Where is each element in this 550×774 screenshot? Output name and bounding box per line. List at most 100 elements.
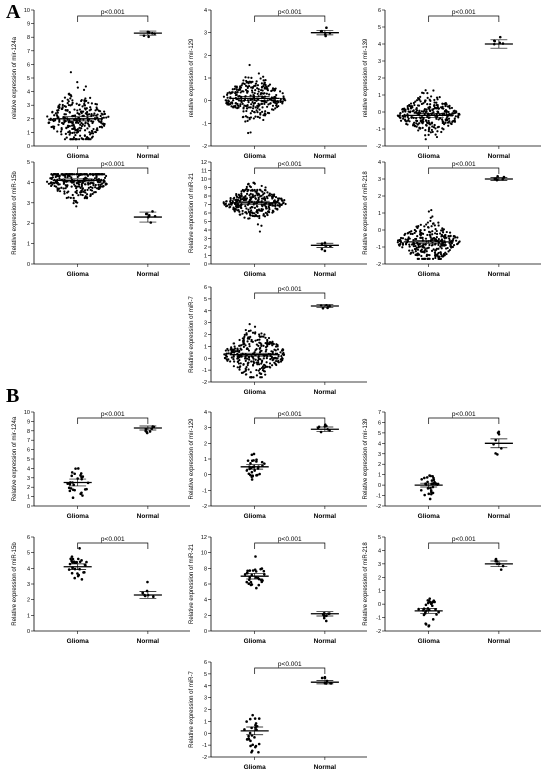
- data-point: [281, 357, 284, 360]
- data-point: [232, 349, 235, 352]
- y-tick-label: 9: [27, 22, 30, 28]
- data-point: [258, 214, 261, 218]
- data-point: [257, 102, 260, 105]
- data-point: [419, 249, 422, 252]
- y-tick-label: 2: [378, 76, 381, 82]
- data-point: [277, 355, 280, 358]
- data-point: [233, 105, 237, 108]
- data-point: [255, 458, 258, 461]
- data-point: [255, 473, 259, 477]
- y-tick-label: 2: [378, 462, 381, 468]
- data-point: [266, 365, 269, 368]
- data-point: [264, 186, 267, 189]
- data-point: [404, 238, 407, 241]
- data-point: [418, 126, 421, 129]
- data-point: [253, 351, 256, 354]
- y-tick-label: 3: [27, 103, 30, 109]
- data-point: [240, 344, 243, 347]
- data-point: [254, 106, 257, 109]
- data-point: [268, 342, 271, 346]
- data-point: [92, 114, 95, 117]
- data-point: [96, 127, 99, 130]
- data-point: [435, 229, 438, 233]
- data-point: [245, 207, 248, 210]
- data-point: [229, 200, 232, 203]
- data-point: [147, 35, 150, 39]
- data-point: [54, 119, 57, 122]
- data-point: [414, 250, 417, 253]
- data-point: [264, 110, 267, 113]
- data-point: [241, 102, 244, 105]
- data-point: [420, 102, 423, 106]
- data-point: [272, 194, 275, 197]
- data-point: [66, 98, 69, 101]
- data-point: [73, 114, 77, 117]
- data-point: [63, 104, 66, 108]
- p-value-label: p<0.001: [452, 536, 476, 543]
- data-point: [441, 121, 444, 125]
- data-point: [91, 121, 94, 125]
- data-point: [87, 101, 90, 104]
- y-tick-label: -1: [202, 368, 207, 374]
- data-point: [440, 130, 443, 134]
- significance-bracket: [254, 167, 326, 174]
- y-tick-label: -1: [202, 743, 207, 749]
- data-point: [419, 100, 422, 103]
- data-point: [50, 181, 53, 184]
- data-point: [88, 133, 92, 136]
- data-point: [247, 188, 250, 192]
- data-point: [236, 360, 240, 363]
- data-point: [411, 249, 414, 252]
- data-point: [76, 81, 79, 84]
- data-point: [67, 568, 71, 571]
- data-point: [237, 106, 240, 109]
- data-point: [231, 88, 234, 91]
- data-point: [239, 204, 242, 207]
- data-point: [448, 107, 451, 110]
- data-point: [250, 360, 253, 363]
- significance-bracket: [77, 542, 149, 549]
- data-point: [258, 472, 261, 476]
- data-point: [232, 99, 235, 102]
- y-tick-label: 6: [378, 420, 381, 426]
- data-point: [92, 184, 95, 187]
- data-point: [284, 202, 287, 206]
- data-point: [273, 95, 276, 99]
- data-point: [53, 114, 56, 117]
- data-point: [225, 355, 229, 358]
- data-point: [81, 105, 84, 108]
- data-point: [75, 173, 79, 176]
- data-point: [274, 107, 277, 110]
- data-point: [419, 236, 422, 239]
- data-point: [276, 208, 279, 211]
- y-tick-label: 0: [204, 473, 207, 479]
- data-point: [268, 192, 271, 195]
- data-point: [251, 340, 254, 343]
- data-point: [84, 191, 87, 194]
- data-point: [84, 195, 87, 198]
- y-tick-label: 0: [27, 504, 30, 510]
- data-point: [56, 115, 59, 118]
- p-value-label: p<0.001: [101, 161, 125, 168]
- data-point: [58, 187, 61, 190]
- data-point: [443, 234, 447, 237]
- data-point: [428, 233, 431, 236]
- data-point: [255, 80, 258, 83]
- y-tick-label: 3: [204, 237, 207, 243]
- y-axis-title: Relative expression of mir-129: [189, 418, 195, 500]
- data-point: [434, 238, 438, 241]
- data-point: [54, 175, 57, 179]
- data-point: [413, 123, 416, 127]
- data-point: [244, 194, 247, 198]
- data-point: [266, 212, 269, 216]
- data-point: [80, 137, 83, 140]
- data-point: [245, 212, 248, 215]
- data-point: [249, 112, 252, 115]
- data-point: [256, 205, 259, 208]
- data-point: [71, 121, 74, 124]
- data-point: [434, 232, 437, 235]
- data-point: [404, 243, 408, 246]
- data-point: [70, 571, 74, 575]
- data-point: [85, 197, 89, 200]
- data-point: [228, 203, 231, 206]
